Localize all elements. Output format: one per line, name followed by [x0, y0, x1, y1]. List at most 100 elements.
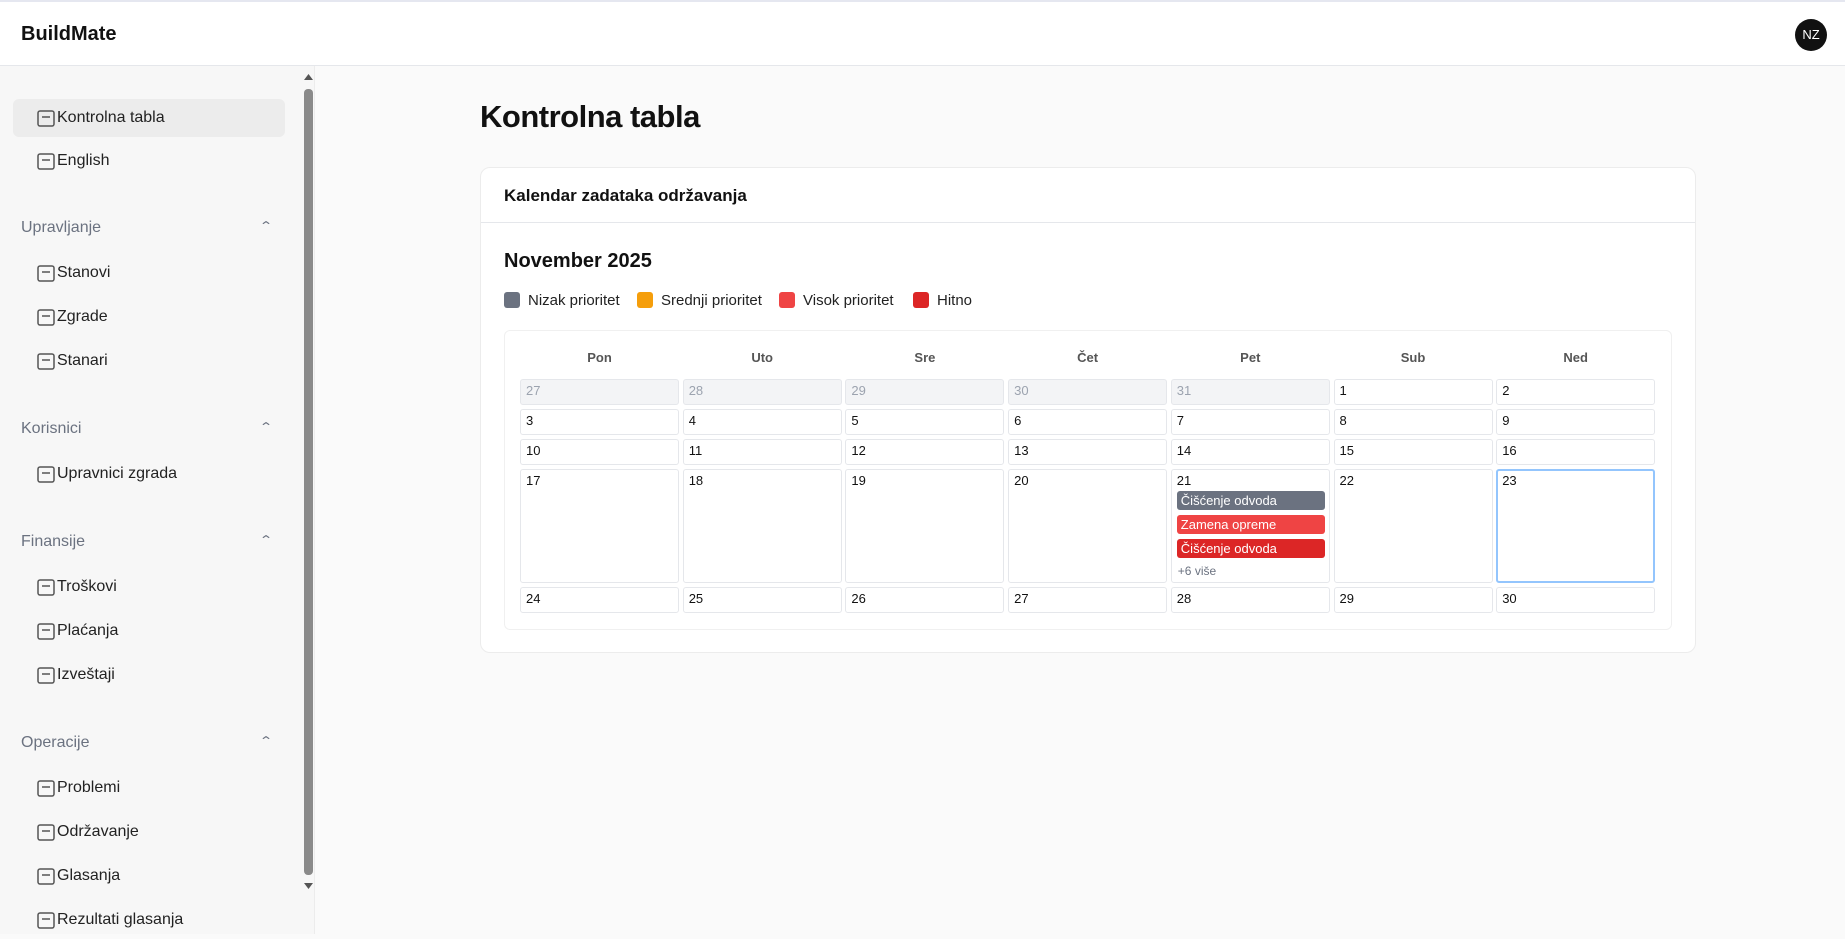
nav-item[interactable]: Kontrolna tabla [13, 99, 285, 137]
nav-item[interactable]: Zgrade [13, 298, 285, 336]
nav-label: Zgrade [57, 308, 108, 325]
weekday-header: Ned [1563, 350, 1588, 365]
day-number: 7 [1176, 413, 1185, 428]
day-cell[interactable]: 23 [1496, 469, 1656, 583]
day-cell[interactable]: 9 [1496, 409, 1656, 435]
avatar[interactable]: NZ [1795, 19, 1827, 51]
day-number: 30 [1502, 591, 1517, 606]
day-number: 5 [851, 413, 859, 428]
legend-label: Hitno [937, 292, 973, 309]
day-number: 14 [1176, 443, 1192, 458]
day-cell[interactable]: 30 [1008, 379, 1168, 405]
day-cell[interactable]: 16 [1496, 439, 1656, 465]
day-number: 29 [851, 383, 866, 398]
nav-group-title: Finansije [21, 533, 86, 550]
event-chip[interactable]: Čišćenje odvoda [1176, 539, 1325, 558]
day-number: 30 [1014, 383, 1029, 398]
day-cell[interactable]: 14 [1170, 439, 1330, 465]
day-cell[interactable]: 1 [1333, 379, 1493, 405]
day-number: 31 [1176, 383, 1192, 398]
day-cell[interactable]: 25 [682, 587, 842, 613]
nav-group-title: Upravljanje [21, 219, 102, 236]
nav-item[interactable]: Troškovi [13, 568, 285, 606]
day-cell[interactable]: 27 [1008, 587, 1168, 613]
day-cell[interactable]: 27 [520, 379, 679, 405]
day-cell[interactable]: 20 [1008, 469, 1168, 583]
nav-icon [37, 153, 55, 170]
day-cell[interactable]: 15 [1333, 439, 1493, 465]
page-title: Kontrolna tabla [480, 99, 700, 134]
legend-swatch [637, 292, 653, 308]
nav-item[interactable]: Održavanje [13, 813, 285, 851]
day-cell[interactable]: 28 [682, 379, 842, 405]
nav-group-header[interactable]: Finansije ⌃ [21, 533, 276, 553]
nav-icon [37, 353, 55, 370]
day-cell[interactable]: 8 [1333, 409, 1493, 435]
day-cell[interactable]: 2 [1496, 379, 1656, 405]
collapse-chevron: ⌃ [258, 533, 274, 547]
day-cell[interactable]: 4 [682, 409, 842, 435]
day-cell[interactable]: 28 [1170, 587, 1330, 613]
nav-item[interactable]: English [13, 142, 285, 180]
nav-group-header[interactable]: Upravljanje ⌃ [21, 219, 276, 239]
day-number: 15 [1339, 443, 1354, 458]
day-number: 20 [1014, 473, 1029, 488]
nav-group-header[interactable]: Operacije ⌃ [21, 734, 276, 754]
calendar-grid: Pon Uto Sre Čet Pet Sub Ned 27 28 29 30 31 1 2 3 4 5 6 7 8 9… [504, 330, 1672, 630]
day-cell[interactable]: 13 [1008, 439, 1168, 465]
nav-label: Izveštaji [57, 666, 115, 683]
day-number: 8 [1339, 413, 1347, 428]
nav-icon [37, 265, 55, 282]
legend-label: Visok prioritet [803, 292, 894, 309]
nav-item[interactable]: Izveštaji [13, 656, 285, 694]
collapse-chevron: ⌃ [258, 420, 274, 434]
day-cell[interactable]: 3 [520, 409, 679, 435]
event-chip[interactable]: Čišćenje odvoda [1176, 491, 1325, 510]
legend-label: Srednji prioritet [661, 292, 762, 309]
day-number: 1 [1339, 383, 1347, 398]
nav-item[interactable]: Stanovi [13, 254, 285, 292]
nav-item[interactable]: Glasanja [13, 857, 285, 895]
nav-item[interactable]: Stanari [13, 342, 285, 380]
day-cell[interactable]: 5 [845, 409, 1005, 435]
nav-label: Glasanja [57, 867, 121, 884]
nav-icon [37, 780, 55, 797]
nav-item[interactable]: Upravnici zgrada [13, 455, 285, 493]
day-cell[interactable]: 29 [1333, 587, 1493, 613]
day-number: 24 [526, 591, 541, 606]
day-cell[interactable]: 19 [845, 469, 1005, 583]
day-cell[interactable]: 24 [520, 587, 679, 613]
scrollbar[interactable] [304, 73, 313, 891]
day-number: 2 [1502, 383, 1510, 398]
nav-item[interactable]: Plaćanja [13, 612, 285, 650]
day-cell[interactable]: 21 Čišćenje odvoda Zamena opreme Čišćenje o… [1170, 469, 1330, 583]
day-cell[interactable]: 31 [1170, 379, 1330, 405]
event-chip[interactable]: Zamena opreme [1176, 515, 1325, 534]
day-cell[interactable]: 18 [682, 469, 842, 583]
day-number: 13 [1014, 443, 1029, 458]
nav-group-header[interactable]: Korisnici ⌃ [21, 420, 276, 440]
day-cell[interactable]: 17 [520, 469, 679, 583]
day-cell[interactable]: 11 [682, 439, 842, 465]
day-cell[interactable]: 22 [1333, 469, 1493, 583]
day-cell[interactable]: 7 [1170, 409, 1330, 435]
day-cell[interactable]: 10 [520, 439, 679, 465]
brand[interactable]: BuildMate [21, 23, 117, 45]
day-number: 12 [851, 443, 866, 458]
day-cell[interactable]: 29 [845, 379, 1005, 405]
day-cell[interactable]: 26 [845, 587, 1005, 613]
nav-label: Troškovi [57, 578, 117, 595]
more-link[interactable]: +6 više [1177, 564, 1217, 578]
day-number: 27 [526, 383, 541, 398]
legend-swatch [913, 292, 929, 308]
nav-icon [37, 824, 55, 841]
day-number: 9 [1502, 413, 1510, 428]
day-cell[interactable]: 30 [1496, 587, 1656, 613]
nav-item[interactable]: Problemi [13, 769, 285, 807]
day-number: 10 [526, 443, 541, 458]
day-number: 17 [526, 473, 541, 488]
day-cell[interactable]: 6 [1008, 409, 1168, 435]
day-cell[interactable]: 12 [845, 439, 1005, 465]
nav-item[interactable]: Rezultati glasanja [13, 901, 285, 939]
